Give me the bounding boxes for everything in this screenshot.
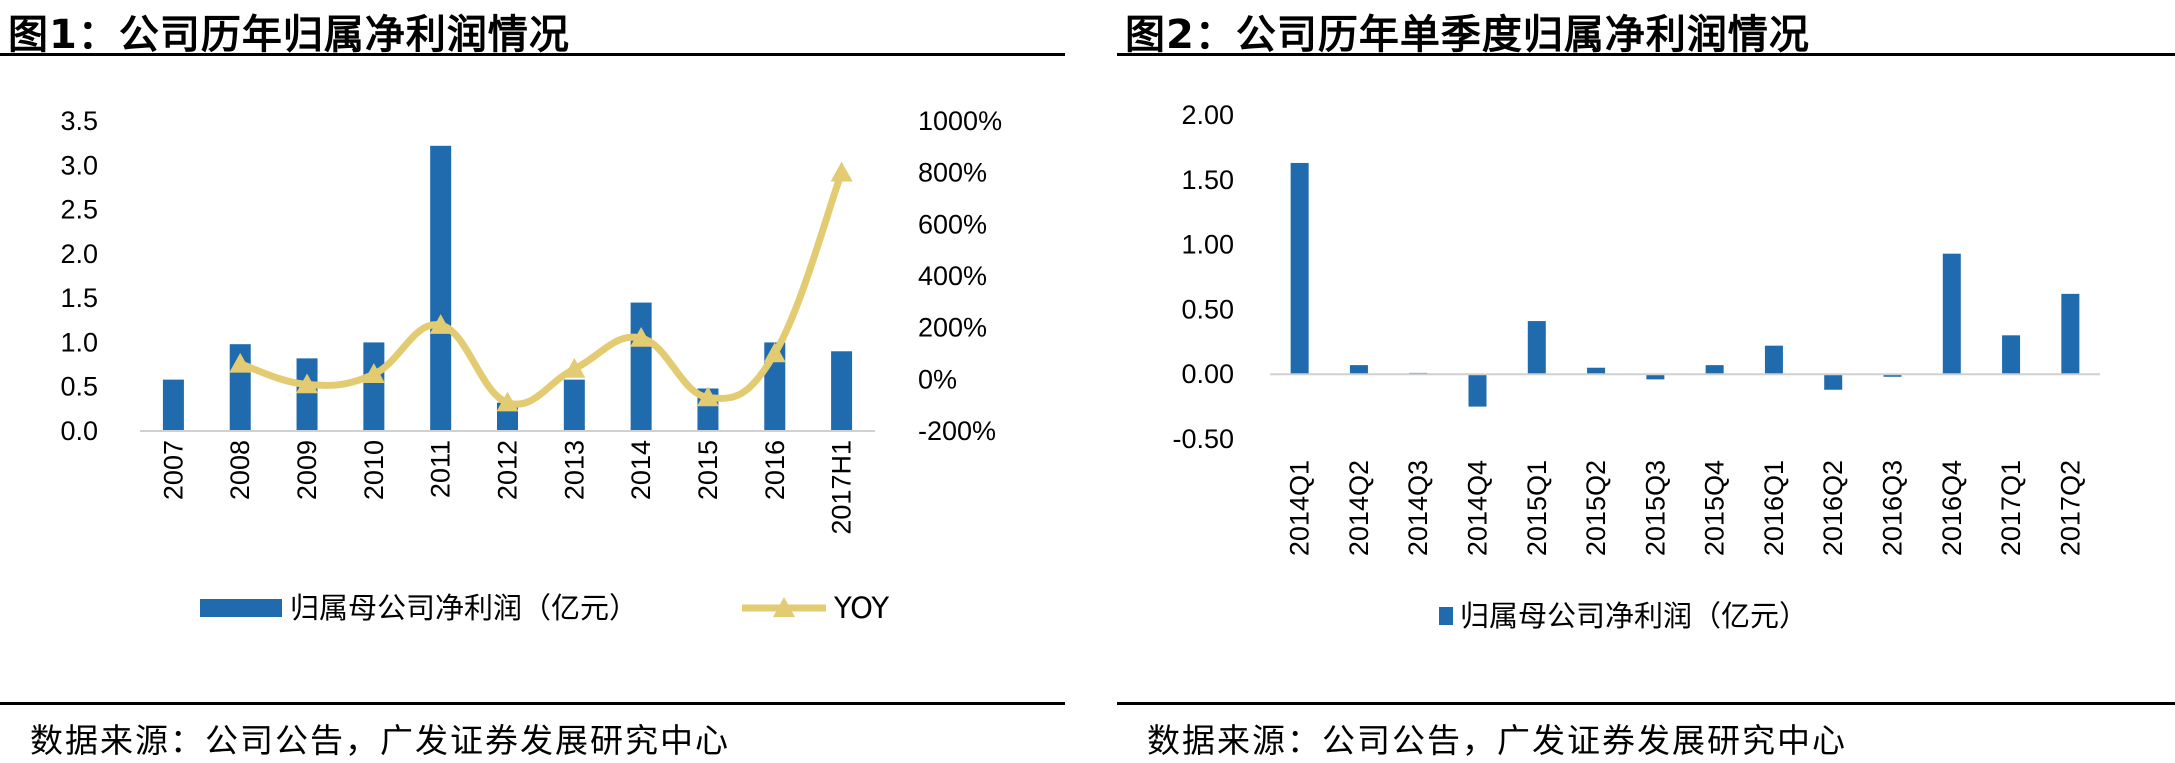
- figure-2-source: 数据来源：公司公告，广发证券发展研究中心: [1147, 721, 1847, 760]
- figure-2-title: 图2：公司历年单季度归属净利润情况: [1125, 12, 1810, 58]
- legend-bar-label: 归属母公司净利润（亿元）: [1460, 599, 1808, 633]
- x-tick-label: 2012: [493, 440, 523, 500]
- y-tick-label: -0.50: [1172, 424, 1234, 454]
- legend-line-marker: [773, 597, 795, 617]
- x-tick-label: 2015: [693, 440, 723, 500]
- y-right-tick-label: 600%: [918, 209, 987, 239]
- x-tick-label: 2014: [626, 440, 656, 500]
- bar: [296, 358, 318, 431]
- y-left-tick-label: 1.0: [60, 327, 98, 357]
- x-tick-label: 2010: [359, 440, 389, 500]
- y-tick-label: 0.50: [1181, 294, 1234, 324]
- y-left-tick-label: 2.5: [60, 195, 98, 225]
- yoy-line: [239, 171, 845, 408]
- x-tick-label: 2011: [426, 440, 456, 498]
- bar: [1527, 321, 1546, 375]
- y-left-tick-label: 2.0: [60, 239, 98, 269]
- x-tick-label: 2016: [760, 440, 790, 500]
- figure-2: 图2：公司历年单季度归属净利润情况 -0.50 0.00 0.50 1.00 1.50 2…: [1117, 0, 2175, 763]
- bar: [563, 379, 585, 431]
- x-tick-label: 2017Q2: [2055, 460, 2085, 556]
- yoy-marker: [229, 352, 252, 373]
- yoy-marker: [296, 373, 319, 394]
- y-right-tick-label: 200%: [918, 313, 987, 343]
- bar: [1349, 365, 1368, 375]
- legend-bar-label: 归属母公司净利润（亿元）: [290, 591, 638, 625]
- bar: [1290, 162, 1309, 375]
- figure-1-title: 图1：公司历年归属净利润情况: [8, 12, 570, 58]
- x-tick-label: 2007: [158, 440, 188, 500]
- yoy-marker: [696, 386, 719, 407]
- y-tick-label: 0.00: [1181, 359, 1234, 389]
- legend-bar-swatch: [1439, 607, 1453, 625]
- legend-line-label: YOY: [833, 591, 889, 625]
- x-tick-label: 2015Q1: [1522, 460, 1552, 556]
- figure-1-bottom-rule: [0, 702, 1065, 705]
- y-right-tick-label: -200%: [918, 416, 996, 446]
- y-left-tick-label: 1.5: [60, 283, 98, 313]
- bar: [1883, 374, 1902, 377]
- figure-1-top-rule: [0, 53, 1065, 56]
- figure-2-top-rule: [1117, 53, 2175, 56]
- x-tick-label: 2014Q3: [1403, 460, 1433, 556]
- figure-1-source: 数据来源：公司公告，广发证券发展研究中心: [30, 721, 730, 760]
- x-tick-label: 2014Q2: [1344, 460, 1374, 556]
- x-tick-label: 2016Q4: [1937, 460, 1967, 556]
- y-right-tick-label: 400%: [918, 261, 987, 291]
- x-tick-label: 2014Q4: [1463, 460, 1493, 556]
- yoy-marker: [830, 161, 853, 182]
- bar: [1942, 253, 1961, 375]
- y-left-tick-label: 3.5: [60, 106, 98, 136]
- x-tick-label: 2017H1: [827, 440, 857, 535]
- bar: [1646, 374, 1665, 380]
- y-tick-label: 1.50: [1181, 165, 1234, 195]
- bar: [2002, 335, 2021, 375]
- y-left-tick-label: 0.5: [60, 372, 98, 402]
- y-right-tick-label: 800%: [918, 158, 987, 188]
- yoy-marker: [496, 391, 519, 412]
- yoy-marker: [429, 314, 452, 334]
- y-tick-label: 1.00: [1181, 230, 1234, 260]
- x-tick-label: 2016Q1: [1759, 460, 1789, 556]
- bar: [1824, 374, 1843, 390]
- x-tick-label: 2009: [292, 440, 322, 500]
- y-right-tick-label: 1000%: [918, 106, 1002, 136]
- bar: [2061, 293, 2080, 375]
- x-tick-label: 2015Q3: [1640, 460, 1670, 556]
- y-left-tick-label: 0.0: [60, 416, 98, 446]
- x-tick-label: 2013: [559, 440, 589, 500]
- y-left-tick-label: 3.0: [60, 150, 98, 180]
- y-tick-label: 2.00: [1181, 100, 1234, 130]
- yoy-marker: [563, 358, 586, 378]
- yoy-marker: [763, 342, 786, 363]
- bar: [430, 145, 452, 432]
- x-tick-label: 2008: [225, 440, 255, 500]
- bar: [1764, 345, 1783, 375]
- x-tick-label: 2016Q2: [1818, 460, 1848, 556]
- yoy-marker: [362, 363, 385, 383]
- x-tick-label: 2017Q1: [1996, 460, 2026, 556]
- bar: [363, 342, 385, 431]
- x-tick-label: 2015Q4: [1700, 460, 1730, 556]
- yoy-marker: [630, 327, 653, 347]
- x-tick-label: 2014Q1: [1285, 460, 1315, 556]
- bar: [1705, 365, 1724, 375]
- bar: [1468, 374, 1487, 407]
- x-tick-label: 2015Q2: [1581, 460, 1611, 556]
- y-right-tick-label: 0%: [918, 364, 957, 394]
- chart-1: 0.0 0.5 1.0 1.5 2.0 2.5 3.0 3.5 -200% 0% 200% 400% 6…: [60, 106, 1002, 625]
- chart-2: -0.50 0.00 0.50 1.00 1.50 2.00 2014Q1 2014Q2 201…: [1172, 100, 2100, 633]
- figure-1: 图1：公司历年归属净利润情况 0.0 0.5 1.0 1.5 2.0 2.5 3.0 3.5 -…: [0, 0, 1065, 763]
- bar: [1587, 367, 1606, 375]
- figure-2-bottom-rule: [1117, 702, 2175, 705]
- bar: [630, 302, 652, 431]
- bar: [831, 351, 853, 431]
- legend-bar-swatch: [200, 599, 282, 617]
- x-tick-label: 2016Q3: [1878, 460, 1908, 556]
- bar: [162, 379, 184, 431]
